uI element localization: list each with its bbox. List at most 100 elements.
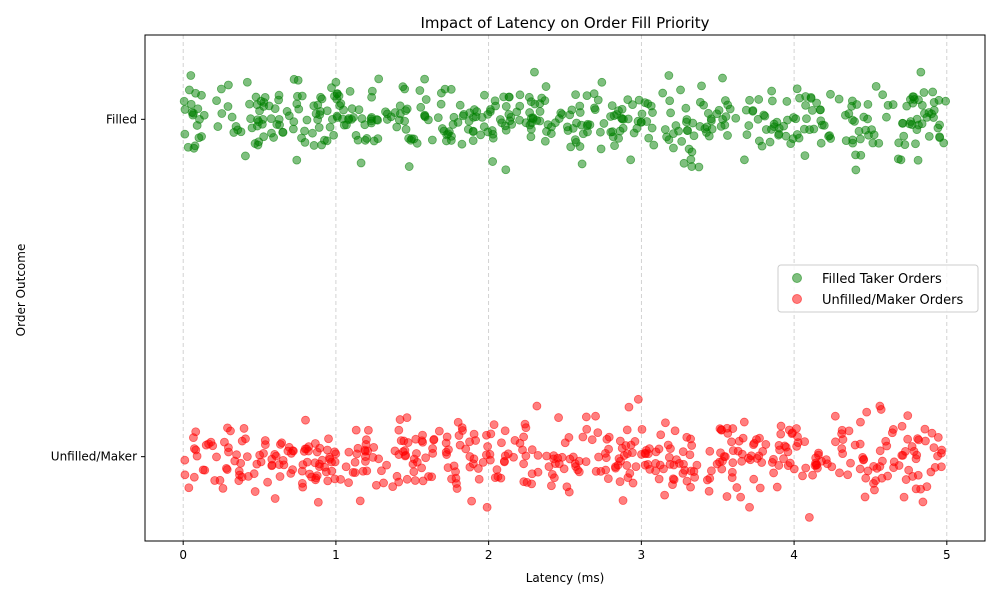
y-axis: Unfilled/Maker Filled xyxy=(51,112,145,464)
unfilled-order-point xyxy=(189,472,199,482)
unfilled-order-point xyxy=(903,434,913,444)
unfilled-order-point xyxy=(352,449,362,459)
unfilled-order-point xyxy=(920,424,930,434)
unfilled-order-point xyxy=(270,494,280,503)
unfilled-order-point xyxy=(717,464,727,474)
filled-order-point xyxy=(882,112,891,122)
unfilled-order-point xyxy=(749,474,759,484)
y-tick-label: Unfilled/Maker xyxy=(51,450,137,464)
unfilled-order-point xyxy=(424,472,433,481)
unfilled-order-point xyxy=(916,484,926,494)
unfilled-order-point xyxy=(875,446,885,456)
unfilled-order-point xyxy=(341,462,351,472)
filled-order-point xyxy=(254,137,264,147)
unfilled-order-point xyxy=(547,469,557,479)
unfilled-order-point xyxy=(379,478,388,488)
unfilled-order-point xyxy=(855,464,865,474)
filled-order-point xyxy=(754,95,764,104)
unfilled-order-point xyxy=(250,487,260,496)
filled-order-point xyxy=(437,124,447,133)
legend-box xyxy=(777,264,979,313)
unfilled-order-point xyxy=(875,401,885,411)
filled-order-point xyxy=(801,100,810,110)
filled-order-point xyxy=(806,93,816,103)
unfilled-order-point xyxy=(732,483,742,492)
filled-order-point xyxy=(420,112,430,122)
filled-order-point xyxy=(402,104,412,114)
filled-order-point xyxy=(191,88,200,98)
chart-title: Impact of Latency on Order Fill Priority xyxy=(421,14,710,32)
unfilled-order-point xyxy=(421,453,431,463)
filled-order-point xyxy=(681,103,691,113)
filled-order-point xyxy=(469,105,479,114)
filled-order-point xyxy=(329,130,339,140)
filled-order-point xyxy=(292,99,302,109)
unfilled-order-point xyxy=(527,469,537,479)
unfilled-order-point xyxy=(210,476,220,485)
filled-order-point xyxy=(412,138,422,148)
unfilled-order-point xyxy=(371,480,381,490)
unfilled-order-point xyxy=(933,451,942,461)
filled-order-point xyxy=(665,96,675,106)
unfilled-order-point xyxy=(727,473,737,482)
legend-marker-filled xyxy=(792,273,802,283)
unfilled-order-point xyxy=(481,450,491,460)
unfilled-order-point xyxy=(374,454,384,464)
filled-order-point xyxy=(779,121,789,131)
unfilled-order-point xyxy=(801,463,811,473)
unfilled-order-point xyxy=(633,394,643,404)
unfilled-order-point xyxy=(239,424,249,433)
unfilled-order-point xyxy=(549,451,559,461)
unfilled-order-point xyxy=(344,478,353,488)
filled-order-point xyxy=(731,113,741,123)
filled-order-point xyxy=(718,73,727,83)
unfilled-order-point xyxy=(532,401,542,411)
unfilled-order-point xyxy=(792,441,802,451)
filled-order-point xyxy=(577,120,586,130)
filled-order-point xyxy=(929,98,939,107)
x-tick-label: 5 xyxy=(943,548,951,562)
filled-order-point xyxy=(802,114,811,123)
filled-order-point xyxy=(924,108,934,117)
filled-order-point xyxy=(300,126,309,136)
unfilled-order-point xyxy=(804,512,814,522)
filled-order-point xyxy=(372,115,382,124)
filled-order-point xyxy=(682,115,692,124)
unfilled-order-point xyxy=(603,474,613,484)
unfilled-order-point xyxy=(180,455,190,465)
unfilled-order-point xyxy=(682,476,692,486)
unfilled-order-point xyxy=(331,449,341,459)
unfilled-order-point xyxy=(409,467,419,477)
unfilled-order-point xyxy=(860,492,870,502)
legend-marker-unfilled xyxy=(792,294,802,304)
unfilled-order-point xyxy=(861,473,871,483)
unfilled-order-point xyxy=(288,465,297,475)
filled-order-point xyxy=(192,121,202,130)
unfilled-order-point xyxy=(224,447,233,457)
unfilled-order-point xyxy=(654,474,664,484)
filled-order-point xyxy=(607,101,617,110)
filled-order-point xyxy=(398,82,408,92)
filled-order-point xyxy=(325,122,335,132)
filled-order-point xyxy=(851,150,860,160)
filled-order-point xyxy=(919,88,929,97)
unfilled-order-point xyxy=(858,453,868,462)
filled-order-point xyxy=(526,132,536,142)
filled-order-point xyxy=(848,115,857,125)
filled-order-point xyxy=(634,95,644,105)
filled-order-point xyxy=(899,131,909,141)
unfilled-order-point xyxy=(521,423,531,433)
filled-order-point xyxy=(851,165,861,175)
filled-order-point xyxy=(186,71,196,80)
unfilled-order-point xyxy=(256,457,266,467)
unfilled-order-point xyxy=(198,465,208,475)
unfilled-order-point xyxy=(519,459,529,469)
unfilled-order-point xyxy=(469,454,479,464)
filled-order-point xyxy=(898,118,907,128)
unfilled-order-point xyxy=(769,454,778,464)
filled-order-point xyxy=(345,86,355,96)
filled-order-point xyxy=(714,105,724,115)
unfilled-order-point xyxy=(889,457,899,467)
filled-order-point xyxy=(571,90,580,100)
unfilled-order-point xyxy=(363,425,373,435)
